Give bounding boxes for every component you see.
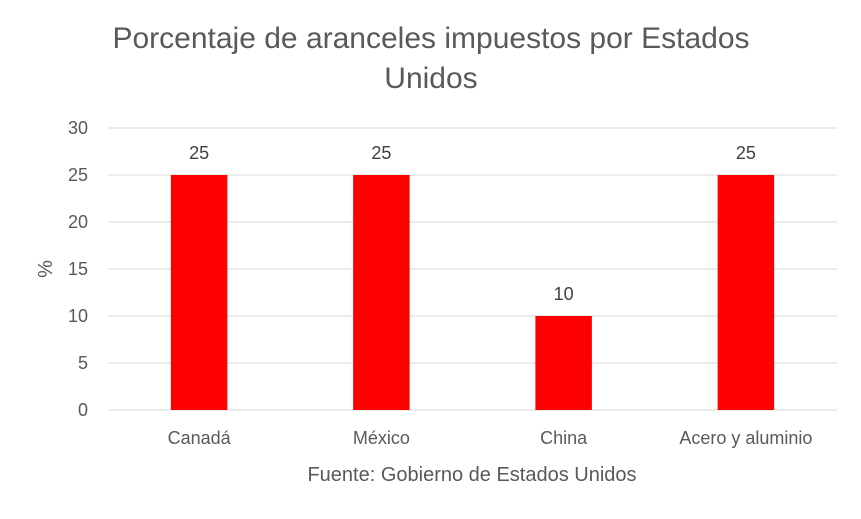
category-label-2: China bbox=[540, 428, 588, 448]
data-label-3: 25 bbox=[736, 143, 756, 163]
data-label-0: 25 bbox=[189, 143, 209, 163]
y-tick-label-3: 15 bbox=[68, 259, 88, 279]
y-tick-label-5: 25 bbox=[68, 165, 88, 185]
data-label-1: 25 bbox=[371, 143, 391, 163]
data-label-2: 10 bbox=[554, 284, 574, 304]
category-label-0: Canadá bbox=[168, 428, 232, 448]
x-axis-categories: Canadá México China Acero y aluminio bbox=[168, 428, 813, 448]
bar-0 bbox=[170, 175, 228, 410]
gridlines bbox=[108, 127, 837, 411]
bar-3 bbox=[717, 175, 775, 410]
x-axis-title-source: Fuente: Gobierno de Estados Unidos bbox=[307, 464, 636, 486]
y-tick-label-4: 20 bbox=[68, 212, 88, 232]
data-labels: 25 25 10 25 bbox=[189, 143, 756, 304]
bar-1 bbox=[353, 175, 410, 410]
chart-title-line-2: Unidos bbox=[384, 62, 477, 95]
category-label-1: México bbox=[353, 428, 410, 448]
chart-title-line-1: Porcentaje de aranceles impuestos por Es… bbox=[112, 22, 749, 55]
y-tick-label-0: 0 bbox=[78, 400, 88, 420]
y-axis-title: % bbox=[35, 260, 57, 278]
bars bbox=[170, 175, 775, 410]
category-label-3: Acero y aluminio bbox=[679, 428, 812, 448]
bar-2 bbox=[535, 316, 592, 410]
y-axis-ticks: 0 5 10 15 20 25 30 bbox=[68, 118, 88, 420]
y-tick-label-1: 5 bbox=[78, 353, 88, 373]
y-tick-label-2: 10 bbox=[68, 306, 88, 326]
y-tick-label-6: 30 bbox=[68, 118, 88, 138]
